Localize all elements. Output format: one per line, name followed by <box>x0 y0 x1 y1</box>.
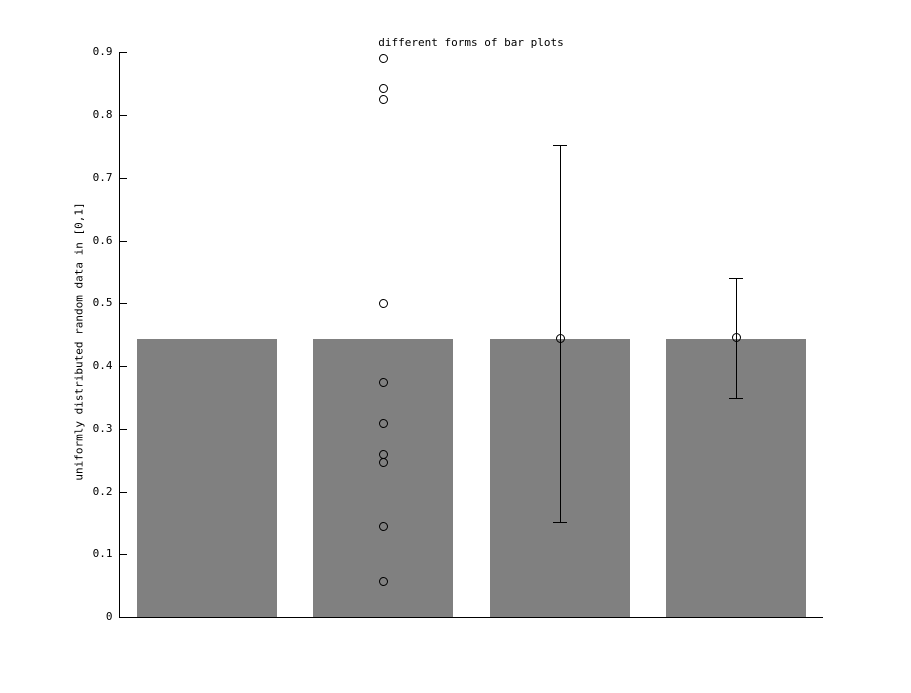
y-tick-label: 0.2 <box>92 485 113 498</box>
error-bar-top-cap <box>729 278 743 280</box>
chart-title: different forms of bar plots <box>378 36 564 49</box>
y-axis-line <box>119 52 120 618</box>
data-point-marker <box>378 83 388 93</box>
y-tick-label: 0.4 <box>92 359 113 372</box>
y-tick-label: 0.3 <box>92 422 113 435</box>
y-tick <box>120 178 127 179</box>
data-point-marker <box>378 458 388 468</box>
y-tick-label: 0.5 <box>92 296 113 309</box>
y-tick-label: 0.1 <box>92 547 113 560</box>
y-tick <box>120 115 127 116</box>
y-tick-label: 0.7 <box>92 171 113 184</box>
error-bar-bottom-cap <box>729 398 743 400</box>
y-tick <box>120 303 127 304</box>
data-point-marker <box>378 576 388 586</box>
x-axis-line <box>119 617 823 618</box>
data-point-marker <box>378 419 388 429</box>
y-tick-label: 0.8 <box>92 108 113 121</box>
y-tick <box>120 492 127 493</box>
y-tick <box>120 241 127 242</box>
error-bar-top-cap <box>553 145 567 147</box>
data-point-marker <box>731 333 741 343</box>
data-point-marker <box>378 54 388 64</box>
y-tick <box>120 52 127 53</box>
y-tick <box>120 366 127 367</box>
data-point-marker <box>378 298 388 308</box>
data-point-marker <box>378 378 388 388</box>
y-tick-label: 0 <box>105 610 113 623</box>
data-point-marker <box>378 94 388 104</box>
error-bar-line <box>559 145 561 522</box>
data-point-marker <box>555 333 565 343</box>
y-tick <box>120 554 127 555</box>
y-tick-label: 0.6 <box>92 234 113 247</box>
y-tick-label: 0.9 <box>92 45 113 58</box>
error-bar-bottom-cap <box>553 521 567 523</box>
y-tick <box>120 617 127 618</box>
y-tick <box>120 429 127 430</box>
bar <box>137 339 277 617</box>
data-point-marker <box>378 521 388 531</box>
y-axis-label: uniformly distributed random data in [0,… <box>72 202 86 481</box>
